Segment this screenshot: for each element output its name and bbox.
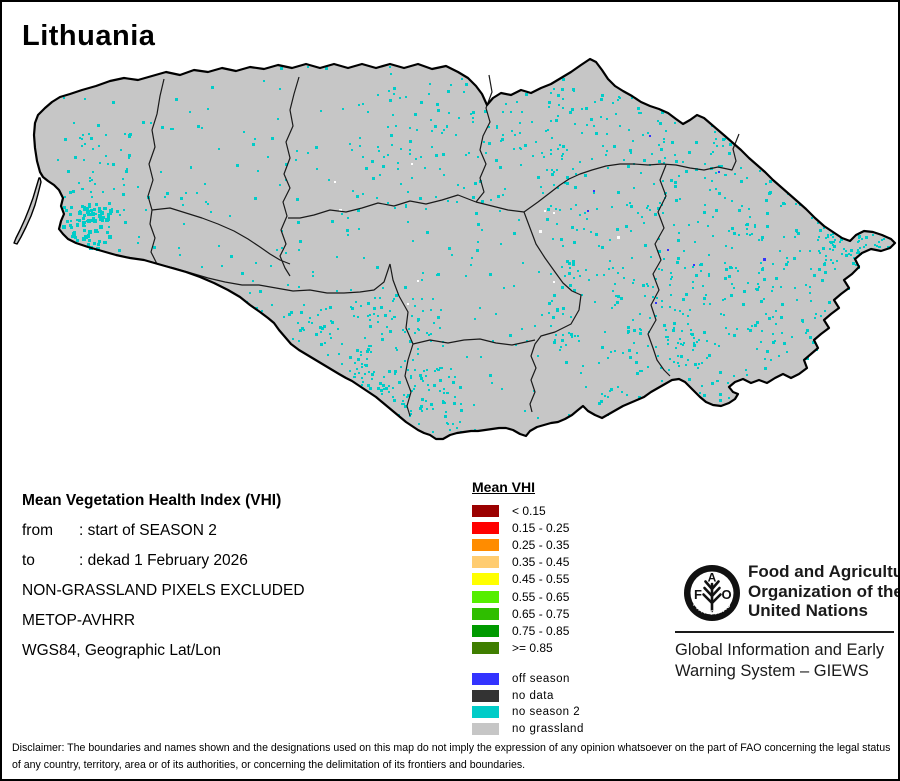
- legend-swatch: [472, 538, 499, 551]
- legend-status-classes: off season no data no season 2 no grassland: [472, 671, 584, 737]
- legend-swatch: [472, 504, 499, 517]
- fao-logo: F A O FIAT·PANIS: [684, 565, 740, 621]
- legend-row: no season 2: [472, 704, 584, 721]
- info-heading: Mean Vegetation Health Index (VHI): [22, 492, 282, 509]
- legend-swatch: [472, 607, 499, 620]
- info-row-label: to: [22, 552, 35, 569]
- info-line-projection: WGS84, Geographic Lat/Lon: [22, 642, 222, 659]
- legend-row: 0.25 - 0.35: [472, 536, 584, 553]
- giews-line: Global Information and Early: [675, 641, 885, 659]
- legend-swatch: [472, 689, 499, 702]
- legend-swatch: [472, 722, 499, 735]
- legend-label: 0.75 - 0.85: [512, 623, 570, 638]
- info-line-sensor: METOP-AVHRR: [22, 612, 136, 629]
- info-line-exclusion: NON-GRASSLAND PIXELS EXCLUDED: [22, 582, 305, 599]
- legend-vhi-classes: < 0.15 0.15 - 0.25 0.25 - 0.35 0.35 - 0.45 0…: [472, 502, 584, 657]
- legend-swatch: [472, 672, 499, 685]
- legend-label: no grassland: [512, 722, 584, 735]
- legend-swatch: [472, 573, 499, 586]
- legend-label: >= 0.85: [512, 641, 553, 656]
- legend-row: 0.75 - 0.85: [472, 622, 584, 639]
- legend-label: 0.45 - 0.55: [512, 572, 570, 587]
- fao-org-name: Food and Agriculture Organization of the…: [748, 562, 900, 621]
- map-info-block: Mean Vegetation Health Index (VHI) from:…: [22, 486, 305, 666]
- legend-swatch: [472, 556, 499, 569]
- svg-text:O: O: [721, 587, 731, 602]
- legend-label: 0.35 - 0.45: [512, 555, 570, 570]
- legend-row: 0.65 - 0.75: [472, 605, 584, 622]
- legend-swatch: [472, 521, 499, 534]
- info-row-value: : start of SEASON 2: [79, 522, 217, 539]
- legend-title: Mean VHI: [472, 479, 536, 495]
- giews-label: Global Information and Early Warning Sys…: [675, 640, 884, 682]
- wheat-icon: [702, 580, 722, 613]
- legend-label: off season: [512, 672, 570, 685]
- info-row-to: to : dekad 1 February 2026: [22, 546, 305, 576]
- fao-org-line: Food and Agriculture: [748, 562, 898, 581]
- legend-swatch: [472, 642, 499, 655]
- fao-org-line: United Nations: [748, 601, 868, 620]
- info-row-value: : dekad 1 February 2026: [79, 552, 248, 569]
- legend-label: no data: [512, 689, 554, 702]
- legend-label: 0.15 - 0.25: [512, 520, 570, 535]
- legend-row: < 0.15: [472, 502, 584, 519]
- legend: Mean VHI < 0.15 0.15 - 0.25 0.25 - 0.35 0.3…: [472, 479, 584, 737]
- legend-row: no data: [472, 687, 584, 704]
- info-row-from: from : start of SEASON 2: [22, 516, 305, 546]
- legend-label: 0.65 - 0.75: [512, 606, 570, 621]
- svg-text:A: A: [708, 571, 717, 585]
- giews-line: Warning System – GIEWS: [675, 662, 869, 680]
- legend-row: 0.15 - 0.25: [472, 519, 584, 536]
- legend-row: 0.35 - 0.45: [472, 554, 584, 571]
- page-title: Lithuania: [22, 20, 156, 52]
- disclaimer-text: Disclaimer: The boundaries and names sho…: [12, 742, 891, 771]
- info-row-label: from: [22, 522, 53, 539]
- legend-row: no grassland: [472, 720, 584, 737]
- legend-label: 0.55 - 0.65: [512, 589, 570, 604]
- legend-swatch: [472, 590, 499, 603]
- legend-row: off season: [472, 671, 584, 688]
- fao-org-line: Organization of the: [748, 581, 900, 601]
- legend-label: 0.25 - 0.35: [512, 537, 570, 552]
- brand-divider: [675, 631, 894, 633]
- legend-swatch: [472, 706, 499, 719]
- fao-logo-letters: F A O: [694, 571, 732, 603]
- legend-label: no season 2: [512, 706, 581, 719]
- legend-label: < 0.15: [512, 503, 546, 518]
- legend-swatch: [472, 624, 499, 637]
- svg-text:F: F: [694, 587, 702, 602]
- legend-row: 0.45 - 0.55: [472, 571, 584, 588]
- legend-row: 0.55 - 0.65: [472, 588, 584, 605]
- legend-row: >= 0.85: [472, 640, 584, 657]
